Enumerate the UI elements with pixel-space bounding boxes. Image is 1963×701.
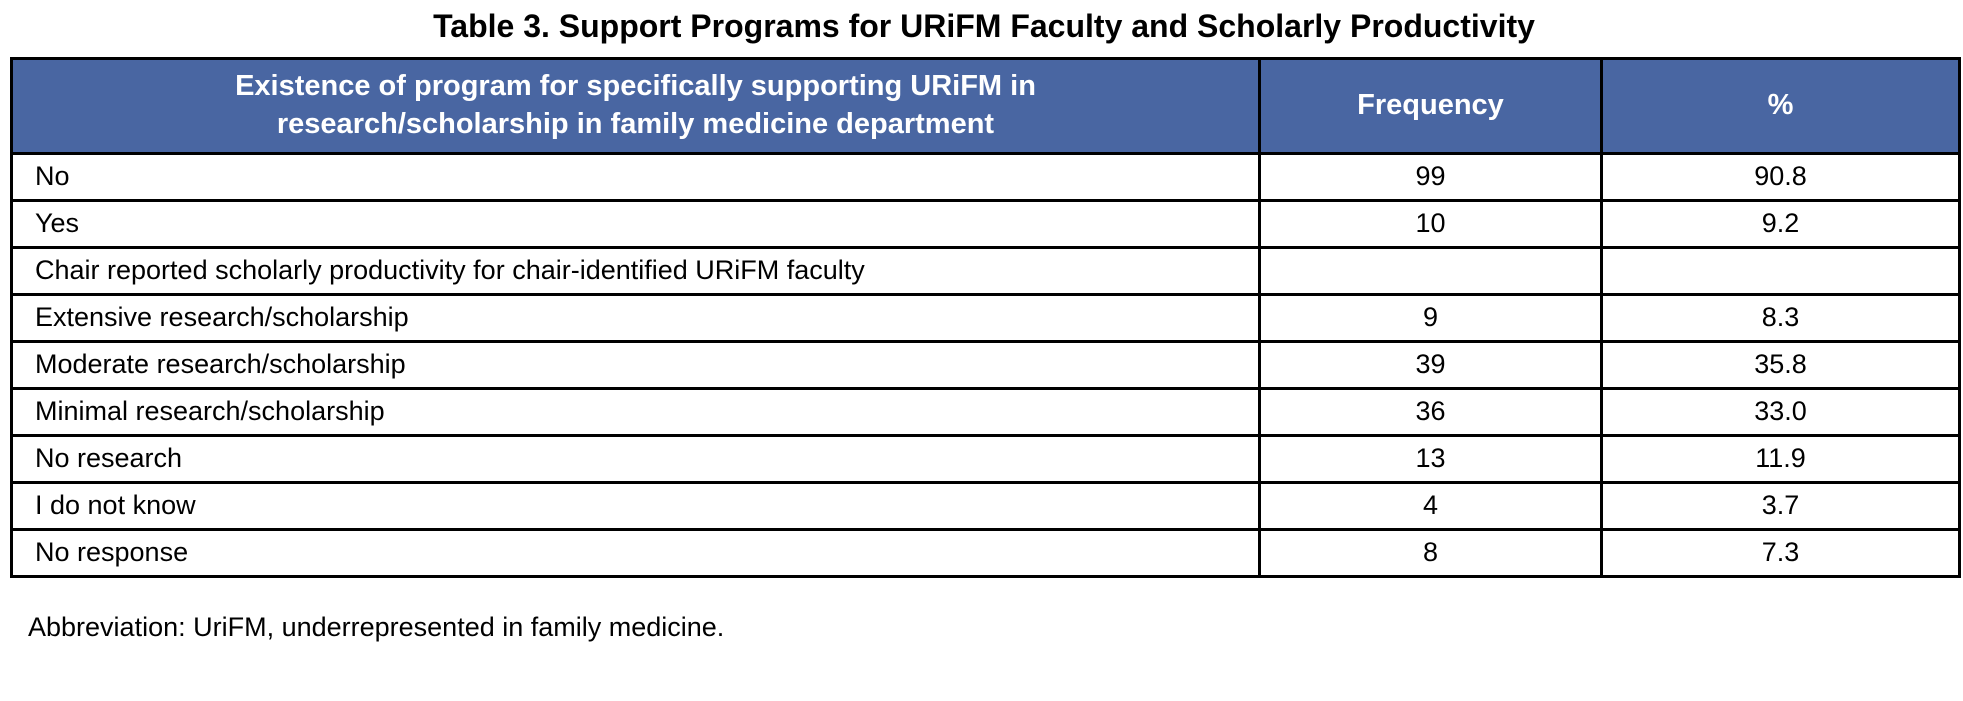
row-frequency: 4 <box>1258 480 1603 531</box>
table-row: No research 13 11.9 <box>10 433 1961 484</box>
table-row: Extensive research/scholarship 9 8.3 <box>10 292 1961 343</box>
row-label: No <box>10 151 1261 202</box>
header-cell-program: Existence of program for specifically su… <box>10 56 1261 155</box>
table-row: No response 8 7.3 <box>10 527 1961 578</box>
row-frequency: 8 <box>1258 527 1603 578</box>
header-program-line2: research/scholarship in family medicine … <box>276 107 995 140</box>
row-frequency: 10 <box>1258 198 1603 249</box>
row-percent <box>1600 245 1961 296</box>
row-label: Minimal research/scholarship <box>10 386 1261 437</box>
row-percent: 3.7 <box>1600 480 1961 531</box>
row-label: I do not know <box>10 480 1261 531</box>
page: Table 3. Support Programs for URiFM Facu… <box>10 8 1961 642</box>
row-label: Moderate research/scholarship <box>10 339 1261 390</box>
header-row: Existence of program for specifically su… <box>10 56 1961 155</box>
table-row: I do not know 4 3.7 <box>10 480 1961 531</box>
row-label: Extensive research/scholarship <box>10 292 1261 343</box>
row-percent: 8.3 <box>1600 292 1961 343</box>
row-percent: 11.9 <box>1600 433 1961 484</box>
row-percent: 9.2 <box>1600 198 1961 249</box>
row-percent: 35.8 <box>1600 339 1961 390</box>
row-label: Yes <box>10 198 1261 249</box>
header-cell-percent: % <box>1600 56 1961 155</box>
header-program-line1: Existence of program for specifically su… <box>235 70 1036 103</box>
row-label: Chair reported scholarly productivity fo… <box>10 245 1261 296</box>
header-cell-frequency: Frequency <box>1258 56 1603 155</box>
table-title: Table 3. Support Programs for URiFM Facu… <box>433 8 1535 44</box>
table-row: Chair reported scholarly productivity fo… <box>10 245 1961 296</box>
table-row: Minimal research/scholarship 36 33.0 <box>10 386 1961 437</box>
row-label: No response <box>10 527 1261 578</box>
row-label: No research <box>10 433 1261 484</box>
row-percent: 33.0 <box>1600 386 1961 437</box>
support-programs-table: Existence of program for specifically su… <box>10 56 1961 578</box>
abbreviation-note: Abbreviation: UriFM, underrepresented in… <box>28 611 725 642</box>
row-frequency: 13 <box>1258 433 1603 484</box>
row-frequency: 9 <box>1258 292 1603 343</box>
table-row: Yes 10 9.2 <box>10 198 1961 249</box>
table-row: Moderate research/scholarship 39 35.8 <box>10 339 1961 390</box>
row-frequency: 36 <box>1258 386 1603 437</box>
row-frequency <box>1258 245 1603 296</box>
row-frequency: 99 <box>1258 151 1603 202</box>
row-percent: 90.8 <box>1600 151 1961 202</box>
row-frequency: 39 <box>1258 339 1603 390</box>
table-row: No 99 90.8 <box>10 151 1961 202</box>
row-percent: 7.3 <box>1600 527 1961 578</box>
